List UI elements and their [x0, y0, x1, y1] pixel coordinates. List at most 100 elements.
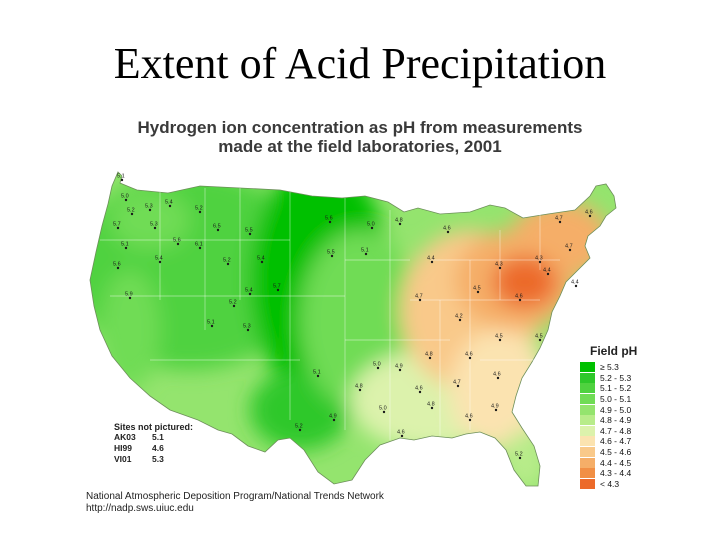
site-dot — [398, 222, 402, 226]
legend-item: 4.8 - 4.9 — [580, 415, 631, 426]
site-value-label: 4.4 — [427, 256, 435, 262]
legend-item: 4.7 - 4.8 — [580, 425, 631, 437]
legend-item: 4.3 - 4.4 — [580, 468, 631, 479]
site-value-label: 5.6 — [113, 262, 121, 268]
site-dot — [198, 246, 202, 250]
site-dot — [494, 408, 498, 412]
site-value-label: 5.3 — [150, 222, 158, 228]
site-dot — [120, 178, 124, 182]
site-value-label: 4.5 — [473, 286, 481, 292]
site-dot — [496, 376, 500, 380]
site-dot — [458, 318, 462, 322]
map-title-line2: made at the field laboratories, 2001 — [218, 137, 502, 156]
legend-swatch — [580, 394, 595, 405]
site-code: HI99 — [114, 443, 132, 453]
map-title-line1: Hydrogen ion concentration as pH from me… — [137, 118, 583, 137]
site-value-label: 5.1 — [361, 248, 369, 254]
site-dot — [430, 406, 434, 410]
site-dot — [468, 356, 472, 360]
site-dot — [456, 384, 460, 388]
site-value-label: 5.0 — [367, 222, 375, 228]
site-dot — [330, 254, 334, 258]
legend-swatch — [580, 404, 595, 415]
legend-label: 4.4 - 4.5 — [600, 457, 632, 468]
site-dot — [574, 284, 578, 288]
source-credit: National Atmospheric Deposition Program/… — [86, 491, 384, 515]
site-dot — [116, 226, 120, 230]
site-dot — [430, 260, 434, 264]
site-value-label: 5.2 — [223, 258, 231, 264]
site-value-label: 5.2 — [229, 300, 237, 306]
legend-item: 5.1 - 5.2 — [580, 383, 631, 394]
legend-label: 4.8 - 4.9 — [600, 415, 632, 426]
site-value-label: 4.6 — [443, 226, 451, 232]
legend-label: 5.2 - 5.3 — [600, 372, 632, 383]
site-value-label: 4.6 — [465, 414, 473, 420]
site-dot — [538, 260, 542, 264]
site-value-label: 4.3 — [495, 262, 503, 268]
site-value-label: 4.9 — [329, 414, 337, 420]
site-value-label: 4.8 — [395, 218, 403, 224]
sites-not-pictured: Sites not pictured: AK03 5.1 HI99 4.6 VI… — [114, 422, 193, 465]
site-dot — [148, 208, 152, 212]
site-value-label: 5.3 — [145, 204, 153, 210]
legend-label: 4.9 - 5.0 — [600, 404, 632, 415]
site-code: AK03 — [114, 432, 136, 442]
legend-item: 4.5 - 4.6 — [580, 447, 631, 458]
site-value-label: 4.8 — [425, 352, 433, 358]
legend-item: 4.4 - 4.5 — [580, 457, 631, 468]
site-dot — [248, 232, 252, 236]
site-dot — [232, 304, 236, 308]
site-value: 5.1 — [152, 432, 164, 442]
legend-item: 4.9 - 5.0 — [580, 404, 631, 415]
site-dot — [358, 388, 362, 392]
site-value-label: 5.2 — [515, 452, 523, 458]
legend-label: ≥ 5.3 — [600, 362, 619, 373]
site-dot — [382, 410, 386, 414]
site-row: HI99 4.6 — [114, 443, 193, 454]
site-row: AK03 5.1 — [114, 432, 193, 443]
legend-item: 4.6 - 4.7 — [580, 436, 631, 447]
site-dot — [376, 366, 380, 370]
site-dot — [364, 252, 368, 256]
site-dot — [332, 418, 336, 422]
legend-swatch — [580, 457, 595, 468]
ph-legend: ≥ 5.3 5.2 - 5.3 5.1 - 5.2 5.0 - 5.1 4.9 - 5.… — [580, 362, 631, 489]
site-dot — [158, 260, 162, 264]
site-dot — [518, 456, 522, 460]
site-value-label: 4.7 — [415, 294, 423, 300]
site-value-label: 5.2 — [127, 208, 135, 214]
site-value-label: 4.6 — [465, 352, 473, 358]
site-dot — [130, 212, 134, 216]
site-dot — [468, 418, 472, 422]
legend-swatch — [580, 447, 595, 458]
site-value-label: 5.6 — [325, 216, 333, 222]
site-value-label: 5.4 — [155, 256, 163, 262]
site-value-label: 4.9 — [395, 364, 403, 370]
site-value-label: 5.0 — [373, 362, 381, 368]
site-dot — [498, 338, 502, 342]
site-value-label: 4.7 — [453, 380, 461, 386]
map-title: Hydrogen ion concentration as pH from me… — [100, 118, 620, 156]
site-value-label: 5.1 — [207, 320, 215, 326]
monitoring-sites: 5.1 5.0 5.3 5.7 5.2 5.1 5.3 5.4 5.2 5.6 5.6 5.9 5.4 6… — [113, 174, 593, 460]
site-value-label: 5.5 — [327, 250, 335, 256]
site-value-label: 4.7 — [565, 244, 573, 250]
legend-item: ≥ 5.3 — [580, 362, 631, 373]
site-value: 4.6 — [152, 443, 164, 453]
site-dot — [428, 356, 432, 360]
site-value-label: 5.2 — [295, 424, 303, 430]
site-dot — [498, 266, 502, 270]
site-value-label: 5.2 — [195, 206, 203, 212]
site-dot — [168, 204, 172, 208]
slide-title: Extent of Acid Precipitation — [113, 39, 607, 88]
legend-swatch — [580, 425, 595, 436]
legend-item: 5.2 - 5.3 — [580, 372, 632, 384]
credit-url: http://nadp.sws.uiuc.edu — [86, 503, 194, 514]
site-row: VI01 5.3 — [114, 454, 193, 465]
site-value-label: 4.6 — [415, 386, 423, 392]
site-dot — [153, 226, 157, 230]
credit-line1: National Atmospheric Deposition Program/… — [86, 491, 384, 502]
site-value-label: 5.1 — [313, 370, 321, 376]
